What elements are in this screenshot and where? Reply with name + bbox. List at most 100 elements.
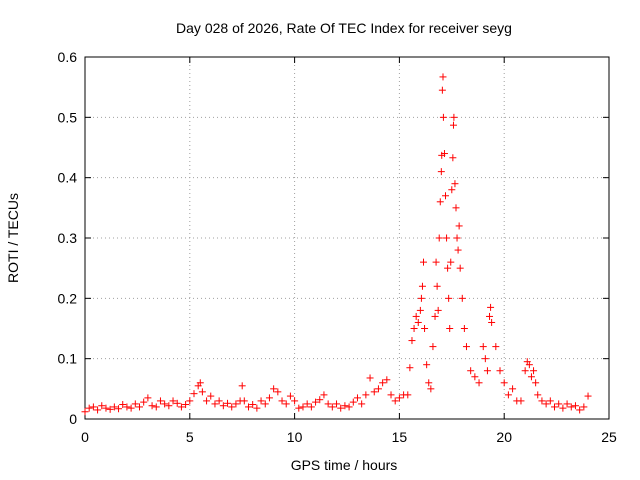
data-point bbox=[299, 403, 307, 411]
data-point bbox=[119, 401, 127, 409]
data-point bbox=[571, 402, 579, 410]
data-point bbox=[341, 402, 349, 410]
data-point bbox=[337, 404, 345, 412]
data-point bbox=[102, 404, 110, 412]
y-tick-label: 0.6 bbox=[58, 49, 78, 65]
x-tick-label: 10 bbox=[287, 429, 303, 445]
data-point bbox=[504, 391, 512, 399]
data-point bbox=[249, 401, 257, 409]
data-point bbox=[219, 402, 227, 410]
data-point bbox=[85, 404, 93, 412]
x-axis-label: GPS time / hours bbox=[291, 457, 398, 473]
data-point bbox=[253, 404, 261, 412]
data-point bbox=[455, 222, 463, 230]
x-tick-label: 25 bbox=[601, 429, 617, 445]
data-point bbox=[450, 113, 458, 121]
data-point bbox=[274, 388, 282, 396]
data-point bbox=[462, 343, 470, 351]
data-point bbox=[527, 373, 535, 381]
data-point bbox=[421, 325, 429, 332]
data-point bbox=[182, 401, 190, 409]
data-point bbox=[440, 150, 448, 158]
data-point bbox=[152, 403, 160, 411]
data-point bbox=[542, 400, 550, 408]
data-point bbox=[169, 397, 177, 405]
data-point bbox=[563, 400, 571, 408]
data-point bbox=[439, 73, 447, 81]
data-point bbox=[161, 400, 169, 408]
data-point bbox=[475, 379, 483, 387]
y-tick-label: 0.4 bbox=[58, 170, 78, 186]
data-point bbox=[444, 264, 452, 272]
data-point bbox=[449, 154, 457, 162]
data-point bbox=[286, 392, 294, 400]
data-point bbox=[559, 404, 567, 412]
data-point bbox=[483, 367, 491, 375]
data-point bbox=[328, 403, 336, 411]
x-tick-label: 15 bbox=[392, 429, 408, 445]
data-point bbox=[127, 404, 135, 412]
data-point bbox=[307, 403, 315, 411]
data-point bbox=[383, 376, 391, 384]
data-point bbox=[312, 398, 320, 406]
data-point bbox=[203, 397, 211, 405]
data-point bbox=[391, 397, 399, 405]
data-point bbox=[417, 294, 425, 302]
data-point bbox=[140, 398, 148, 406]
data-point bbox=[479, 343, 487, 351]
data-point bbox=[198, 388, 206, 396]
data-point bbox=[412, 312, 420, 320]
data-point bbox=[265, 394, 273, 402]
data-point bbox=[420, 258, 428, 266]
data-point bbox=[144, 394, 152, 402]
data-points bbox=[81, 73, 592, 416]
data-point bbox=[228, 403, 236, 411]
y-tick-label: 0.3 bbox=[58, 230, 78, 246]
data-point bbox=[320, 391, 328, 399]
x-tick-label: 0 bbox=[81, 429, 89, 445]
data-point bbox=[123, 403, 131, 411]
data-point bbox=[404, 391, 412, 399]
data-point bbox=[445, 294, 453, 302]
data-point bbox=[447, 258, 455, 266]
data-point bbox=[584, 392, 592, 400]
data-point bbox=[148, 402, 156, 410]
data-point bbox=[467, 367, 475, 375]
data-point bbox=[551, 403, 559, 411]
data-point bbox=[431, 312, 439, 320]
data-point bbox=[387, 391, 395, 399]
data-point bbox=[333, 400, 341, 408]
data-point bbox=[379, 379, 387, 387]
y-tick-label: 0.1 bbox=[58, 351, 78, 367]
data-point bbox=[190, 390, 198, 398]
data-point bbox=[238, 382, 246, 390]
data-point bbox=[207, 392, 215, 400]
data-point bbox=[410, 325, 418, 332]
data-point bbox=[224, 399, 232, 407]
data-point bbox=[282, 400, 290, 408]
data-point bbox=[429, 343, 437, 351]
data-point bbox=[316, 396, 324, 404]
data-point bbox=[215, 397, 223, 405]
grid-lines bbox=[85, 57, 609, 419]
data-point bbox=[196, 379, 204, 387]
data-point bbox=[576, 406, 584, 414]
data-point bbox=[408, 337, 416, 345]
data-point bbox=[534, 391, 542, 399]
data-point bbox=[532, 379, 540, 387]
data-point bbox=[353, 394, 361, 402]
data-point bbox=[324, 400, 332, 408]
data-point bbox=[496, 367, 504, 375]
data-point bbox=[425, 379, 433, 387]
data-point bbox=[358, 400, 366, 408]
x-tick-label: 20 bbox=[496, 429, 512, 445]
data-point bbox=[89, 403, 97, 411]
y-tick-label: 0.5 bbox=[58, 109, 78, 125]
data-point bbox=[481, 355, 489, 363]
data-point bbox=[395, 394, 403, 402]
data-point bbox=[443, 234, 451, 242]
data-point bbox=[427, 385, 435, 393]
data-point bbox=[456, 264, 464, 272]
data-point bbox=[165, 402, 173, 410]
chart-title: Day 028 of 2026, Rate Of TEC Index for r… bbox=[176, 20, 512, 36]
